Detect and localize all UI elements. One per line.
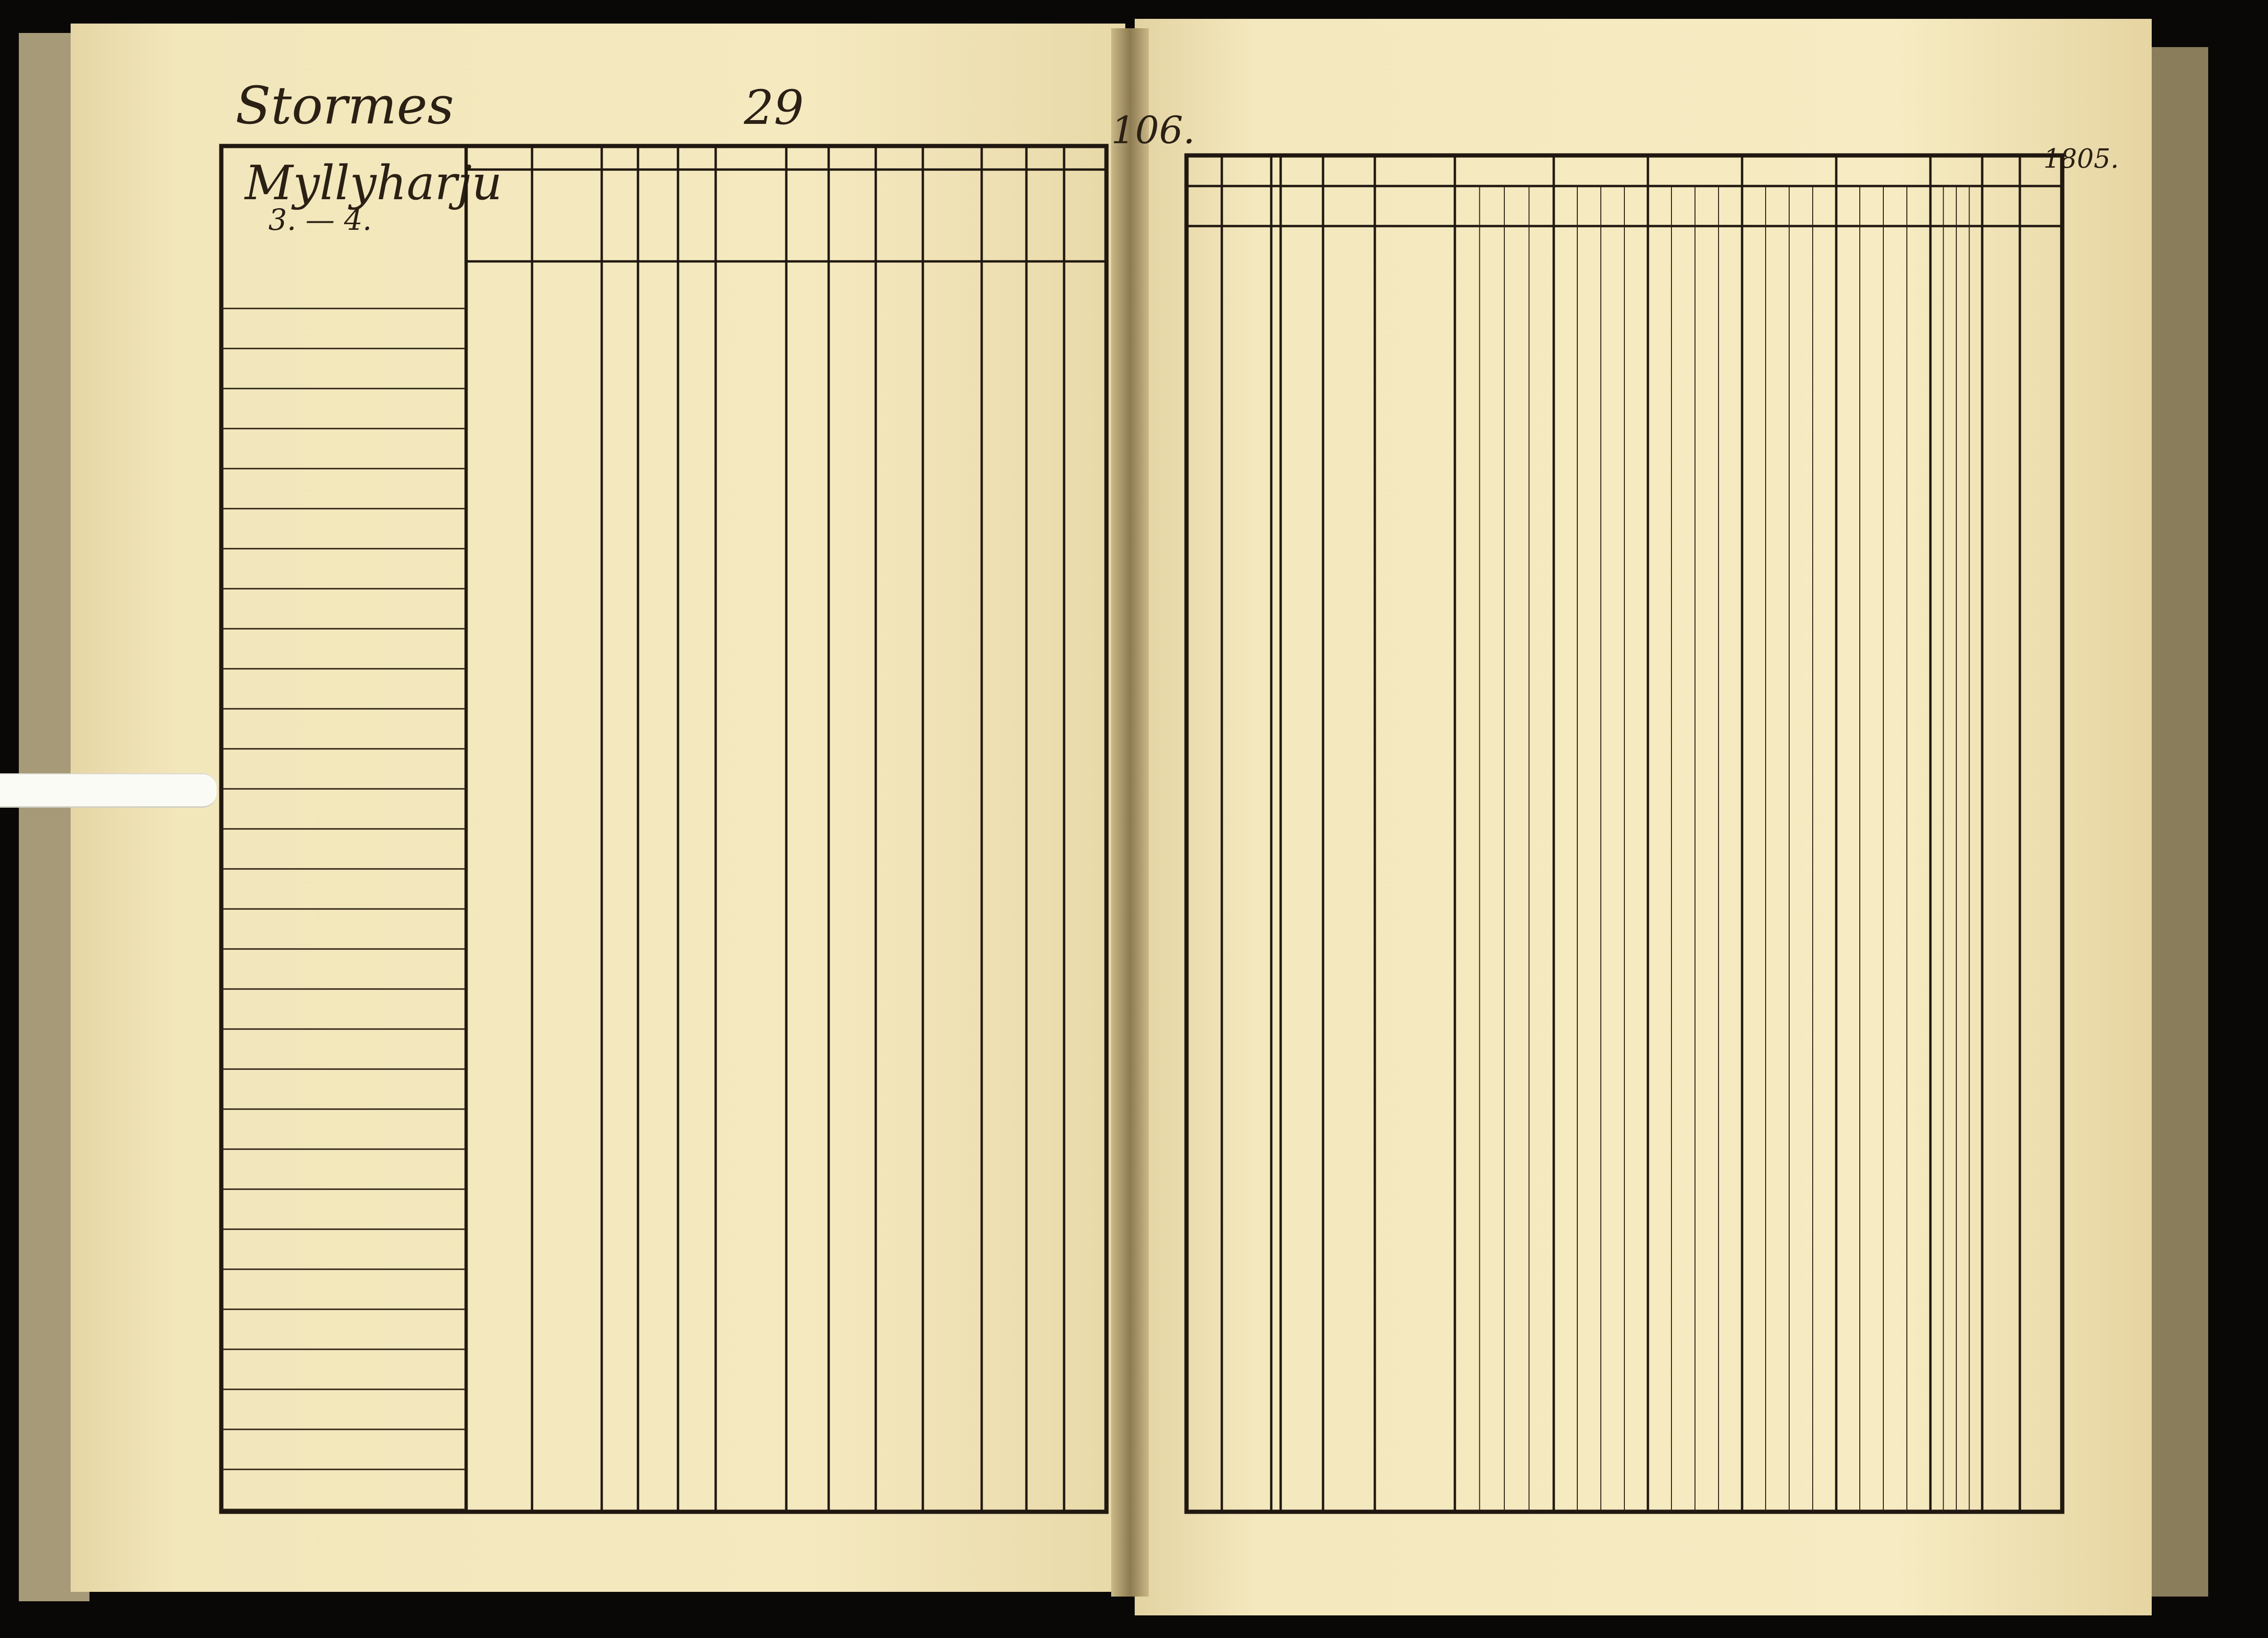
left-catechism-table xyxy=(219,144,1109,1514)
corner-note: 1805. xyxy=(2043,144,2119,174)
right-register-table xyxy=(1184,153,2065,1514)
household-name: Myllyharju xyxy=(245,155,502,211)
right-page-number: 106. xyxy=(1111,108,1195,152)
household-subtitle: 3. — 4. xyxy=(268,203,372,237)
book-gutter xyxy=(1111,28,1149,1597)
left-page-number: 29 xyxy=(744,80,804,135)
left-page xyxy=(71,24,1125,1592)
village-name: Stormes xyxy=(235,75,454,136)
bookmark-strip[interactable] xyxy=(0,773,217,808)
